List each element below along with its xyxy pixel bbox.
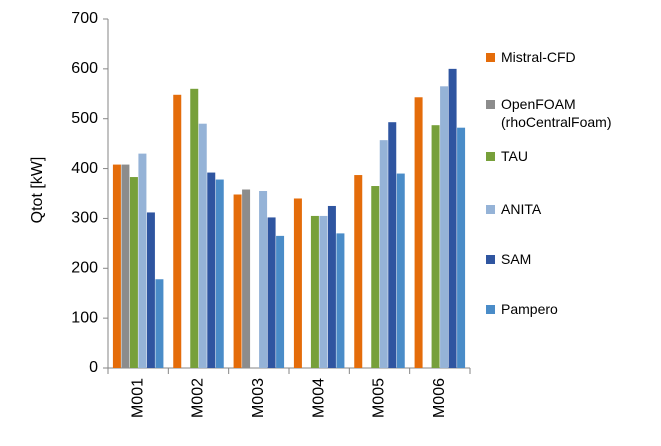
bar <box>146 212 155 368</box>
y-tick-label: 300 <box>71 210 98 227</box>
y-axis-title: Qtot [kW] <box>29 157 46 224</box>
legend-swatch <box>486 255 495 264</box>
bar <box>327 205 336 368</box>
legend-item: Pampero <box>486 300 558 318</box>
legend-label: TAU <box>501 148 528 164</box>
legend-item: OpenFOAM (rhoCentralFoam) <box>486 95 646 131</box>
legend-label: Pampero <box>501 301 558 317</box>
legend-label: Mistral-CFD <box>501 49 576 65</box>
bar <box>457 127 466 368</box>
y-tick-label: 400 <box>71 160 98 177</box>
x-tick-label: M004 <box>310 378 327 418</box>
x-tick-label: M003 <box>250 378 267 418</box>
bar <box>336 233 345 368</box>
bar <box>310 215 319 368</box>
bar <box>431 125 440 369</box>
y-tick-label: 0 <box>89 359 98 376</box>
bar <box>190 88 199 369</box>
legend-swatch <box>486 100 495 109</box>
bar <box>319 215 328 368</box>
bar <box>233 194 242 368</box>
x-tick-label: M006 <box>431 378 448 418</box>
y-tick-label: 700 <box>71 10 98 27</box>
legend-label: OpenFOAM (rhoCentralFoam) <box>501 96 612 130</box>
x-tick-label: M002 <box>190 378 207 418</box>
bar <box>388 122 397 368</box>
legend-label: SAM <box>501 251 532 267</box>
legend-swatch <box>486 53 495 62</box>
y-tick-label: 200 <box>71 260 98 277</box>
legend-swatch <box>486 152 495 161</box>
legend-item: TAU <box>486 147 528 165</box>
bar <box>293 198 302 368</box>
bar <box>396 173 405 368</box>
bar <box>112 164 121 368</box>
x-tick-label: M001 <box>129 378 146 418</box>
bar <box>138 153 147 368</box>
bar <box>259 191 268 368</box>
bar <box>440 86 449 369</box>
bar <box>448 68 457 368</box>
x-tick-label: M005 <box>371 378 388 418</box>
bar <box>267 217 276 368</box>
legend-item: SAM <box>486 250 531 268</box>
bar <box>129 177 138 368</box>
legend-label: ANITA <box>501 201 542 217</box>
legend-item: ANITA <box>486 200 541 218</box>
bar <box>371 186 380 368</box>
bar <box>198 123 207 368</box>
bar <box>379 140 388 368</box>
bar <box>215 179 224 368</box>
bar <box>155 279 164 368</box>
legend-swatch <box>486 305 495 314</box>
bar <box>276 235 285 368</box>
y-tick-label: 100 <box>71 309 98 326</box>
bar <box>121 164 130 368</box>
legend-item: Mistral-CFD <box>486 48 576 66</box>
y-tick-label: 500 <box>71 110 98 127</box>
bar <box>173 94 182 368</box>
y-tick-label: 600 <box>71 60 98 77</box>
bar <box>242 189 251 368</box>
legend-swatch <box>486 205 495 214</box>
bar <box>354 175 363 368</box>
bar <box>207 172 216 368</box>
bar <box>414 97 423 369</box>
